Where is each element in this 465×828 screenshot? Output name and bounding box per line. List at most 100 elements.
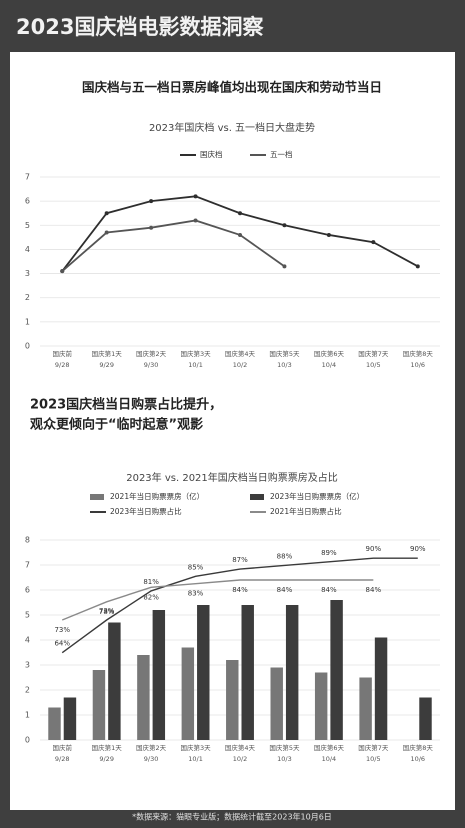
legend-label: 2021年当日购票占比 (270, 506, 342, 516)
x-tick-label: 9/30 (144, 755, 159, 763)
x-tick-label: 国庆第8天 (403, 349, 434, 358)
y-tick-label: 2 (25, 686, 30, 695)
bar (359, 677, 372, 740)
data-label: 88% (277, 552, 293, 560)
y-tick-label: 5 (25, 611, 30, 620)
bar (197, 605, 210, 740)
x-tick-label: 10/3 (277, 361, 292, 369)
x-tick-label: 10/2 (233, 755, 248, 763)
point (326, 232, 331, 237)
data-label: 89% (321, 549, 337, 557)
x-tick-label: 10/6 (410, 755, 425, 763)
x-tick-label: 9/28 (55, 361, 70, 369)
x-tick-label: 国庆第4天 (225, 349, 256, 358)
data-label: 84% (232, 586, 248, 594)
section-heading: 观众更倾向于“临时起意”观影 (30, 417, 203, 433)
x-tick-label: 10/2 (233, 361, 248, 369)
x-tick-label: 10/1 (188, 755, 203, 763)
data-label: 82% (143, 593, 159, 601)
data-label: 90% (410, 545, 426, 553)
line (61, 579, 374, 621)
y-tick-label: 8 (25, 536, 30, 545)
x-tick-label: 国庆第8天 (403, 743, 434, 752)
x-tick-label: 国庆第3天 (180, 349, 211, 358)
bar (226, 660, 239, 740)
x-tick-label: 国庆第7天 (358, 743, 389, 752)
bar (137, 655, 150, 740)
section-heading: 国庆档与五一档日票房峰值均出现在国庆和劳动节当日 (82, 80, 382, 95)
point (193, 218, 198, 223)
data-label: 85% (188, 563, 204, 571)
legend-label: 2021年当日购票票房（亿） (110, 491, 204, 501)
point (282, 223, 287, 228)
x-tick-label: 10/4 (322, 361, 337, 369)
bar (181, 647, 195, 740)
data-label: 84% (277, 586, 293, 594)
legend-swatch (90, 494, 104, 500)
point (193, 194, 198, 199)
x-tick-label: 10/5 (366, 755, 381, 763)
line (61, 219, 285, 272)
data-label: 64% (54, 640, 70, 648)
bar (374, 637, 388, 740)
y-tick-label: 0 (25, 736, 30, 745)
x-tick-label: 10/6 (410, 361, 425, 369)
footer: *数据来源：猫眼专业版；数据统计截至2023年10月6日 (132, 812, 332, 822)
legend-label: 2023年当日购票占比 (110, 506, 182, 516)
x-tick-label: 国庆第3天 (180, 743, 211, 752)
chart-title: 2023年 vs. 2021年国庆档当日购票票房及占比 (126, 471, 338, 484)
page-title: 2023国庆档电影数据洞察 (16, 15, 264, 39)
data-label: 87% (232, 556, 248, 564)
bar (108, 622, 121, 740)
point (371, 240, 376, 245)
x-tick-label: 国庆第6天 (314, 743, 345, 752)
x-tick-label: 9/29 (99, 361, 114, 369)
bar (270, 667, 283, 740)
data-label: 78% (99, 608, 115, 616)
x-tick-label: 国庆前 (52, 349, 72, 358)
point (60, 269, 65, 274)
section-heading: 2023国庆档当日购票占比提升， (30, 397, 222, 413)
y-tick-label: 7 (25, 561, 30, 570)
data-label: 73% (54, 626, 70, 634)
x-tick-label: 国庆第2天 (136, 743, 167, 752)
x-tick-label: 9/30 (144, 361, 159, 369)
x-tick-label: 国庆前 (52, 743, 72, 752)
data-label: 83% (188, 590, 204, 598)
data-label: 84% (366, 586, 382, 594)
legend-swatch (250, 494, 264, 500)
y-tick-label: 3 (25, 661, 30, 670)
y-tick-label: 4 (25, 636, 30, 645)
legend-label: 国庆档 (200, 149, 223, 159)
x-tick-label: 国庆第4天 (225, 743, 256, 752)
x-tick-label: 10/5 (366, 361, 381, 369)
x-tick-label: 9/28 (55, 755, 70, 763)
y-tick-label: 5 (25, 221, 30, 230)
x-tick-label: 国庆第1天 (92, 349, 123, 358)
data-label: 73% (99, 607, 115, 615)
bar (314, 672, 328, 740)
x-tick-label: 国庆第5天 (269, 743, 300, 752)
x-tick-label: 9/29 (99, 755, 114, 763)
y-tick-label: 4 (25, 245, 30, 254)
bar (330, 600, 343, 740)
x-tick-label: 10/4 (322, 755, 337, 763)
x-tick-label: 国庆第1天 (92, 743, 123, 752)
point (149, 225, 154, 230)
y-tick-label: 1 (25, 711, 30, 720)
y-tick-label: 1 (25, 317, 30, 326)
y-tick-label: 3 (25, 269, 30, 278)
legend-label: 2023年当日购票票房（亿） (270, 491, 364, 501)
y-tick-label: 6 (25, 586, 30, 595)
bar (241, 605, 254, 740)
y-tick-label: 2 (25, 293, 30, 302)
y-tick-label: 0 (25, 342, 30, 351)
data-label: 84% (321, 586, 337, 594)
x-tick-label: 国庆第5天 (269, 349, 300, 358)
bar (152, 610, 166, 740)
point (104, 230, 109, 235)
x-tick-label: 10/1 (188, 361, 203, 369)
point (282, 264, 287, 269)
